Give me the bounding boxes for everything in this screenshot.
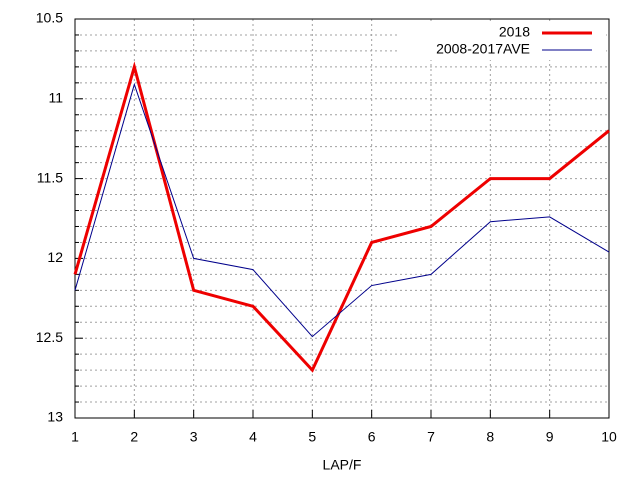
- y-tick-label: 11.5: [37, 169, 63, 185]
- x-tick-label: 8: [486, 429, 494, 445]
- x-tick-label: 1: [71, 429, 79, 445]
- legend-label: 2018: [499, 24, 530, 40]
- x-tick-label: 6: [368, 429, 376, 445]
- x-axis-label: LAP/F: [323, 457, 362, 473]
- y-tick-label: 12.5: [36, 329, 63, 345]
- y-tick-label: 13: [47, 409, 63, 425]
- y-tick-label: 11: [48, 90, 63, 106]
- series-line: [74, 82, 610, 338]
- x-tick-label: 2: [130, 429, 138, 445]
- y-tick-label: 10.5: [36, 10, 63, 26]
- legend-label: 2008-2017AVE: [436, 41, 530, 57]
- x-tick-label: 10: [601, 429, 617, 445]
- x-tick-label: 7: [427, 429, 435, 445]
- x-tick-label: 3: [190, 429, 198, 445]
- x-tick-label: 9: [546, 429, 554, 445]
- series-line: [73, 61, 610, 373]
- y-tick-label: 12: [47, 249, 63, 265]
- plot-frame: [74, 18, 610, 419]
- x-tick-label: 4: [249, 429, 257, 445]
- legend-box: [400, 22, 606, 60]
- x-tick-label: 5: [308, 429, 316, 445]
